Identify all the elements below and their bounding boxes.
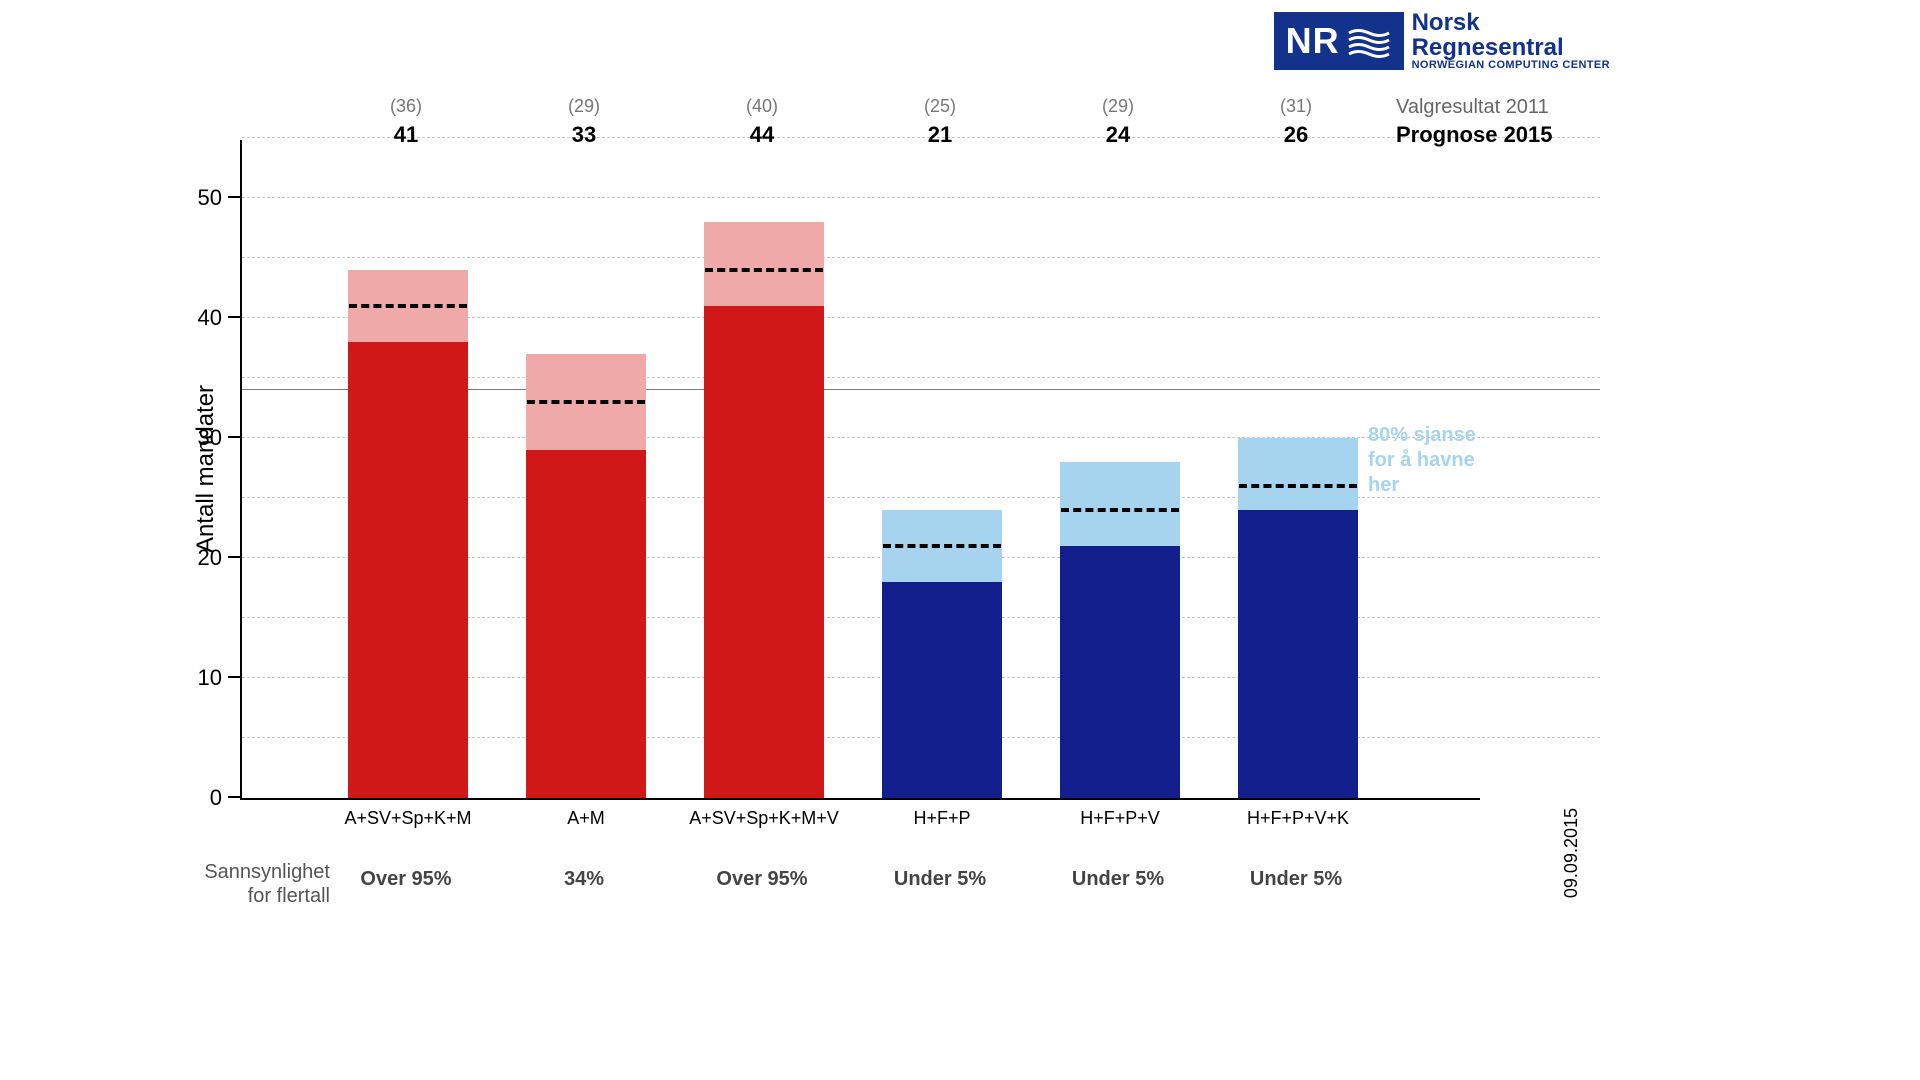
header-prognosis-2015: 33 [524, 122, 644, 148]
x-tick-label: A+SV+Sp+K+M [344, 808, 471, 829]
header-result-2011: (29) [524, 96, 644, 117]
probability-cell: 34% [504, 868, 664, 891]
prognosis-line [349, 304, 467, 308]
probability-cell: Under 5% [1216, 868, 1376, 891]
x-tick-label: H+F+P+V [1080, 808, 1160, 829]
logo-waves-icon [1346, 18, 1392, 64]
y-tick [228, 676, 240, 678]
x-tick-label: A+SV+Sp+K+M+V [689, 808, 839, 829]
header-prognosis-2015: 44 [702, 122, 822, 148]
header-result-2011: (25) [880, 96, 1000, 117]
logo-name-line2: Regnesentral [1412, 35, 1610, 60]
prognosis-line [705, 268, 823, 272]
probability-cell: Under 5% [860, 868, 1020, 891]
y-tick-label: 40 [182, 305, 222, 331]
header-result-2011: (29) [1058, 96, 1178, 117]
gridline [242, 197, 1600, 198]
logo-badge: NR [1274, 12, 1404, 70]
y-tick [228, 796, 240, 798]
y-tick-label: 10 [182, 665, 222, 691]
x-tick-label: A+M [567, 808, 605, 829]
logo-text: Norsk Regnesentral NORWEGIAN COMPUTING C… [1412, 10, 1610, 72]
prognosis-line [1239, 484, 1357, 488]
bar-lower [1238, 510, 1358, 798]
date-label: 09.09.2015 [1561, 808, 1582, 898]
header-legend-2011: Valgresultat 2011 [1396, 96, 1549, 119]
x-tick-label: H+F+P [913, 808, 970, 829]
footer-label-l1: Sannsynlighet [140, 860, 330, 884]
header-prognosis-2015: 41 [346, 122, 466, 148]
y-tick-label: 20 [182, 545, 222, 571]
ci-annotation-l1: 80% sjanse [1368, 423, 1476, 448]
y-tick-label: 0 [182, 785, 222, 811]
y-tick [228, 196, 240, 198]
probability-cell: Over 95% [682, 868, 842, 891]
bar-lower [348, 342, 468, 798]
footer-label-l2: for flertall [140, 884, 330, 908]
logo-name-line3: NORWEGIAN COMPUTING CENTER [1412, 60, 1610, 72]
prognosis-line [883, 544, 1001, 548]
footer-label: Sannsynlighet for flertall [140, 860, 330, 908]
header-legend-2015: Prognose 2015 [1396, 122, 1553, 148]
header-result-2011: (31) [1236, 96, 1356, 117]
y-tick [228, 316, 240, 318]
prognosis-line [527, 400, 645, 404]
chart-container: NR Norsk Regnesentral NORWEGIAN COMPUTIN… [240, 60, 1680, 1020]
ci-annotation: 80% sjanse for å havne her [1368, 423, 1476, 498]
header-result-2011: (40) [702, 96, 822, 117]
y-tick [228, 436, 240, 438]
logo-badge-text: NR [1286, 20, 1340, 62]
header-prognosis-2015: 26 [1236, 122, 1356, 148]
header-result-2011: (36) [346, 96, 466, 117]
probability-cell: Under 5% [1038, 868, 1198, 891]
bar-lower [704, 306, 824, 798]
ci-annotation-l2: for å havne [1368, 448, 1476, 473]
header-prognosis-2015: 21 [880, 122, 1000, 148]
y-axis-label: Antall mandater [192, 385, 220, 553]
plot-area: Antall mandater 01020304050 A+SV+Sp+K+MA… [240, 140, 1480, 800]
bar-lower [882, 582, 1002, 798]
logo-name-line1: Norsk [1412, 10, 1610, 35]
probability-cell: Over 95% [326, 868, 486, 891]
prognosis-line [1061, 508, 1179, 512]
bar-lower [526, 450, 646, 798]
y-tick [228, 556, 240, 558]
gridline [242, 257, 1600, 258]
y-tick-label: 50 [182, 185, 222, 211]
logo: NR Norsk Regnesentral NORWEGIAN COMPUTIN… [1274, 10, 1610, 72]
y-tick-label: 30 [182, 425, 222, 451]
bar-lower [1060, 546, 1180, 798]
ci-annotation-l3: her [1368, 473, 1476, 498]
x-tick-label: H+F+P+V+K [1247, 808, 1349, 829]
header-prognosis-2015: 24 [1058, 122, 1178, 148]
